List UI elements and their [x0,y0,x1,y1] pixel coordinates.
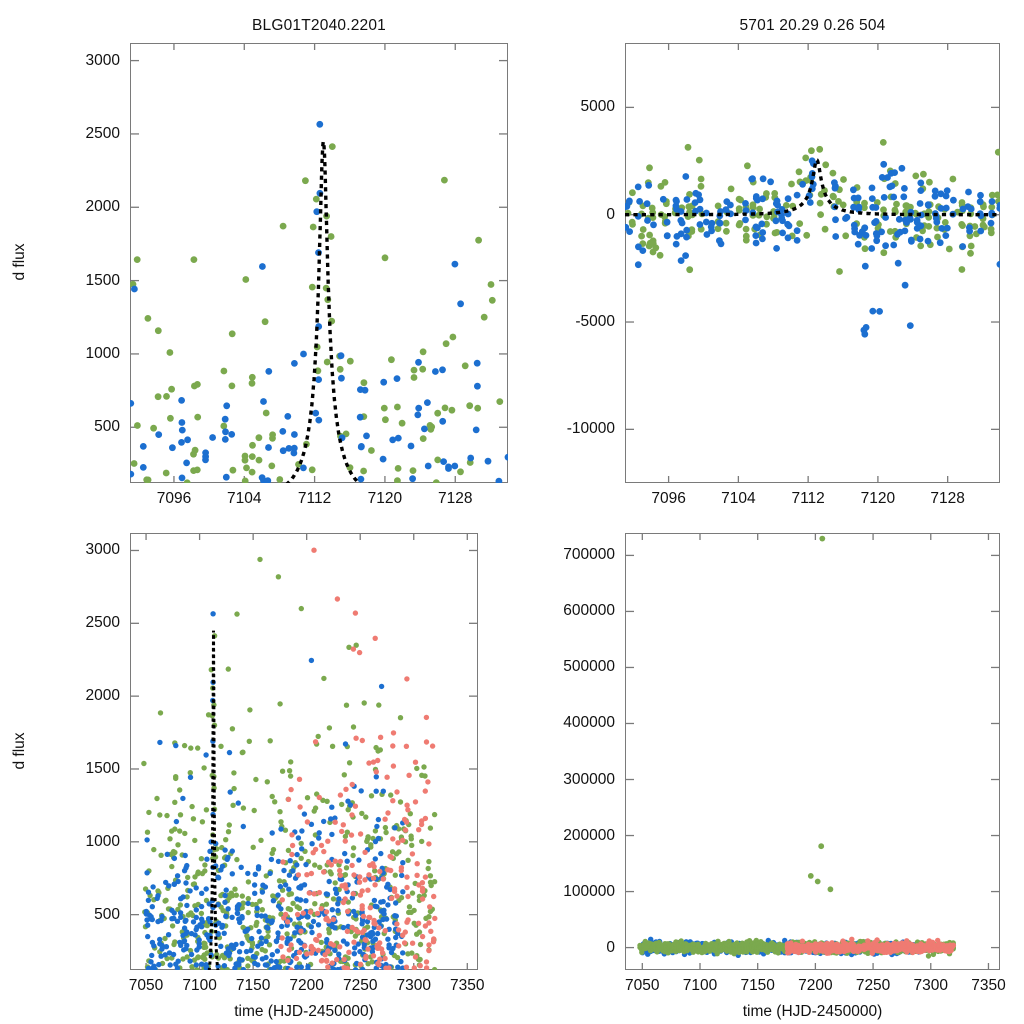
x-tick-label: 7300 [396,977,431,994]
plot-panel-bottom-right [625,533,1000,970]
y-tick-label: 200000 [563,826,615,844]
y-tick-label: 300000 [563,770,615,788]
x-tick-label: 7112 [297,490,332,507]
y-tick-label: 1000 [85,344,120,362]
y-tick-label: 600000 [563,602,615,620]
axes-frame-top-right [625,43,1000,483]
y-tick-label: 1500 [85,759,120,777]
y-tick-label: 400000 [563,714,615,732]
y-axis-title-top-left: d flux [11,243,28,281]
x-tick-label: 7100 [182,977,217,994]
x-tick-label: 7250 [342,977,378,994]
x-tick-label: 7200 [798,977,833,994]
x-tick-label: 7120 [367,490,403,507]
y-tick-label: -10000 [566,420,615,438]
x-tick-label: 7350 [450,977,485,994]
plot-panel-bottom-left [130,533,478,970]
y-axis-title-bottom-left: d flux [11,731,28,770]
y-tick-label: 5000 [580,98,615,116]
axes-frame-bottom-right [625,533,1000,970]
x-tick-label: 7112 [791,490,825,507]
data-layer-top-left [130,43,508,483]
x-tick-label: 7096 [156,490,192,507]
y-tick-label: 3000 [85,51,120,69]
y-tick-label: 500 [94,418,120,436]
x-tick-label: 7050 [128,977,164,994]
plot-panel-top-right [625,43,1000,483]
y-tick-label: 2000 [85,198,120,216]
panel-title-top-left: BLG01T2040.2201 [252,17,386,34]
y-tick-label: 500000 [563,658,615,676]
x-tick-label: 7350 [971,977,1006,994]
x-tick-label: 7104 [227,490,262,507]
y-tick-label: 0 [606,205,615,223]
x-tick-label: 7150 [740,977,775,994]
y-tick-label: 500 [94,905,120,923]
plot-panel-top-left [130,43,508,483]
x-tick-label: 7050 [625,977,660,994]
y-tick-label: 2000 [85,687,120,705]
y-tick-label: 2500 [85,614,120,632]
data-layer-top-right [625,43,1000,483]
x-tick-label: 7120 [860,490,896,507]
y-tick-label: 700000 [563,546,615,564]
y-tick-label: -5000 [575,313,615,331]
x-tick-label: 7128 [930,490,965,507]
x-tick-label: 7250 [855,977,891,994]
panel-title-top-right: 5701 20.29 0.26 504 [739,17,886,34]
x-axis-title-bottom-right: time (HJD-2450000) [742,1003,883,1020]
x-tick-label: 7200 [289,977,324,994]
y-tick-label: 2500 [85,124,120,142]
x-tick-label: 7300 [913,977,949,994]
x-tick-label: 7100 [682,977,718,994]
y-tick-label: 100000 [563,882,615,900]
data-layer-bottom-right [625,533,1000,970]
x-tick-label: 7096 [651,490,686,507]
x-tick-label: 7104 [721,490,756,507]
x-tick-label: 7150 [235,977,271,994]
y-tick-label: 0 [606,938,615,956]
y-tick-label: 1500 [85,271,120,289]
data-layer-bottom-left [130,533,478,970]
x-tick-label: 7128 [438,490,473,507]
x-axis-title-bottom-left: time (HJD-2450000) [234,1003,374,1020]
y-tick-label: 1000 [85,832,120,850]
y-tick-label: 3000 [85,541,120,559]
